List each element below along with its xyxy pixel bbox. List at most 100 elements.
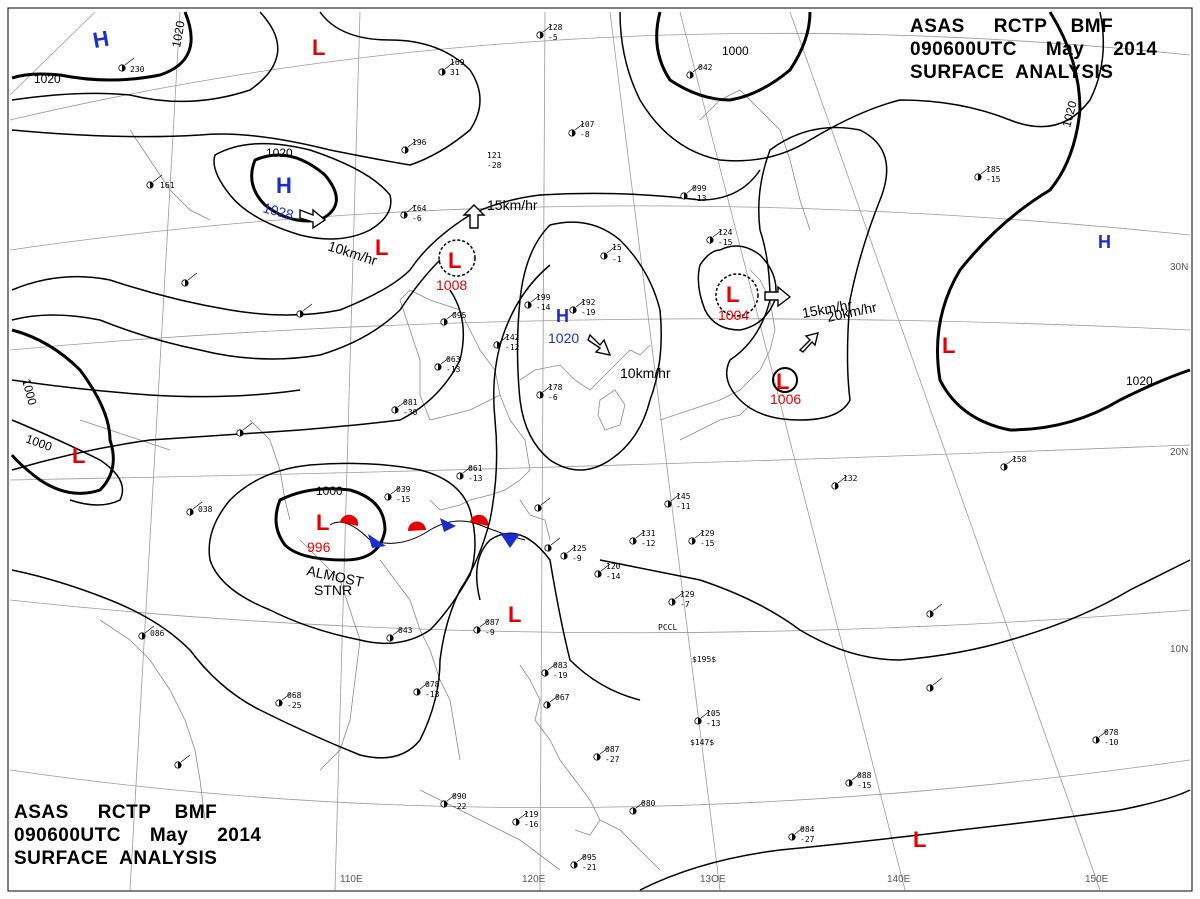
wind-barb-icon	[670, 493, 681, 502]
lon-label-130e: 13OE	[700, 874, 726, 885]
cloud-cover-icon	[477, 626, 481, 634]
cloud-cover-icon	[460, 472, 464, 480]
station-obs-value: -13	[706, 719, 721, 728]
high-value-1020: 1020	[548, 330, 579, 346]
high-value-1028: 1028	[261, 199, 295, 223]
station-obs-value: 230	[130, 65, 145, 74]
isobars	[10, 11, 1191, 891]
station-obs-value: -7	[680, 600, 690, 609]
cold-front-symbol-2	[440, 518, 456, 532]
low-value-1008: 1008	[436, 277, 467, 293]
cloud-cover-icon	[1096, 736, 1100, 744]
title-line-1-bottom: ASAS RCTP BMF	[14, 801, 262, 824]
wind-barb-icon	[479, 619, 490, 628]
coast-taiwan	[519, 499, 551, 541]
motion-label-1: 15km/hr	[487, 197, 538, 213]
low-center-996: L	[316, 510, 329, 535]
coast-china-south	[429, 394, 531, 511]
station-obs-value: -14	[536, 303, 551, 312]
station-obs-value: -12	[641, 539, 656, 548]
lon-label-140e: 140E	[887, 874, 911, 885]
coast-china-east	[399, 289, 501, 421]
wind-barb-icon	[700, 710, 711, 719]
isobar-label-4: 1020	[1059, 99, 1080, 129]
wind-barb-icon	[794, 826, 805, 835]
station-obs-value: -8	[580, 130, 590, 139]
station-obs-value: 042	[698, 63, 713, 72]
cloud-cover-icon	[404, 211, 408, 219]
latitude-line-25n	[9, 318, 1191, 351]
lon-label-150e: 150E	[1085, 874, 1109, 885]
wind-barb-icon	[242, 422, 253, 431]
wind-barb-icon	[686, 185, 697, 194]
wind-barb-icon	[600, 563, 611, 572]
cloud-cover-icon	[279, 699, 283, 707]
cloud-cover-icon	[930, 610, 934, 618]
station-obs-value: 129	[680, 590, 695, 599]
cloud-cover-icon	[395, 406, 399, 414]
title-line-2-bottom: 090600UTC May 2014	[14, 824, 262, 847]
wind-barb-icon	[1006, 456, 1017, 465]
cloud-cover-icon	[388, 493, 392, 501]
isobar-north-china	[11, 11, 481, 166]
station-obs-value: 067	[555, 693, 570, 702]
wind-barb-icon	[980, 166, 991, 175]
low-value-1004: 1004	[718, 307, 749, 323]
isobar-1020-east-china	[516, 221, 662, 471]
isobar-scs	[475, 532, 641, 701]
station-obs-value: -13	[468, 474, 483, 483]
wind-barb-icon	[837, 475, 848, 484]
low-center-2: L	[375, 235, 388, 260]
cloud-cover-icon	[698, 717, 702, 725]
isobar-around-high	[213, 142, 392, 240]
station-obs-value: 120	[606, 562, 621, 571]
warm-front-symbol-3	[470, 514, 489, 526]
wind-barb-icon	[444, 61, 455, 70]
latitude-line-30n	[9, 205, 1191, 251]
title-block-top: ASAS RCTP BMF 090600UTC May 2014 SURFACE…	[910, 15, 1158, 84]
wind-barb-icon	[446, 793, 457, 802]
cloud-cover-icon	[930, 684, 934, 692]
low-center-1008: L	[448, 248, 461, 273]
station-obs-value: 119	[524, 810, 539, 819]
station-obs-value: 087	[485, 618, 500, 627]
isobar-south	[639, 789, 1191, 891]
wind-barb-icon	[446, 311, 457, 320]
station-obs-value: -14	[606, 572, 621, 581]
lon-label-110e: 110E	[340, 874, 363, 885]
station-obs-value: -6	[412, 214, 422, 223]
isobar-1020-pacific	[936, 11, 1191, 432]
cloud-cover-icon	[792, 833, 796, 841]
title-line-3: SURFACE ANALYSIS	[910, 62, 1114, 83]
cloud-cover-icon	[538, 504, 542, 512]
cloud-cover-icon	[597, 753, 601, 761]
isobar-south-china	[11, 289, 465, 471]
wind-barb-icon	[542, 24, 553, 33]
title-block-bottom: ASAS RCTP BMF 090600UTC May 2014 SURFACE…	[14, 801, 262, 870]
meridian-150e	[789, 11, 1101, 891]
wind-barb-icon	[575, 299, 586, 308]
title-agency: BMF	[1070, 16, 1114, 37]
wind-barb-icon	[407, 139, 418, 148]
station-obs-value: 121	[487, 151, 502, 160]
wind-barb-icon	[576, 854, 587, 863]
title-office-bottom: ASAS	[14, 802, 69, 823]
latitude-lines	[9, 32, 1191, 809]
station-obs-value: 099	[692, 184, 707, 193]
isobar-label-6: 1000	[19, 377, 40, 407]
coast-japan	[659, 269, 776, 421]
coast-korea	[597, 389, 626, 431]
motion-label-3: 10km/hr	[620, 365, 671, 381]
cloud-cover-icon	[573, 306, 577, 314]
station-obs-value: 145	[676, 492, 691, 501]
wind-barb-icon	[518, 811, 529, 820]
station-obs-value: 083	[553, 661, 568, 670]
cloud-cover-icon	[572, 129, 576, 137]
station-obs-value: -10	[1104, 738, 1119, 747]
wind-barb-icon	[712, 229, 723, 238]
high-center-2: H	[1098, 232, 1111, 252]
station-obs-value: 080	[641, 799, 656, 808]
low-value-996: 996	[307, 539, 331, 555]
low-center-6: L	[913, 827, 926, 852]
